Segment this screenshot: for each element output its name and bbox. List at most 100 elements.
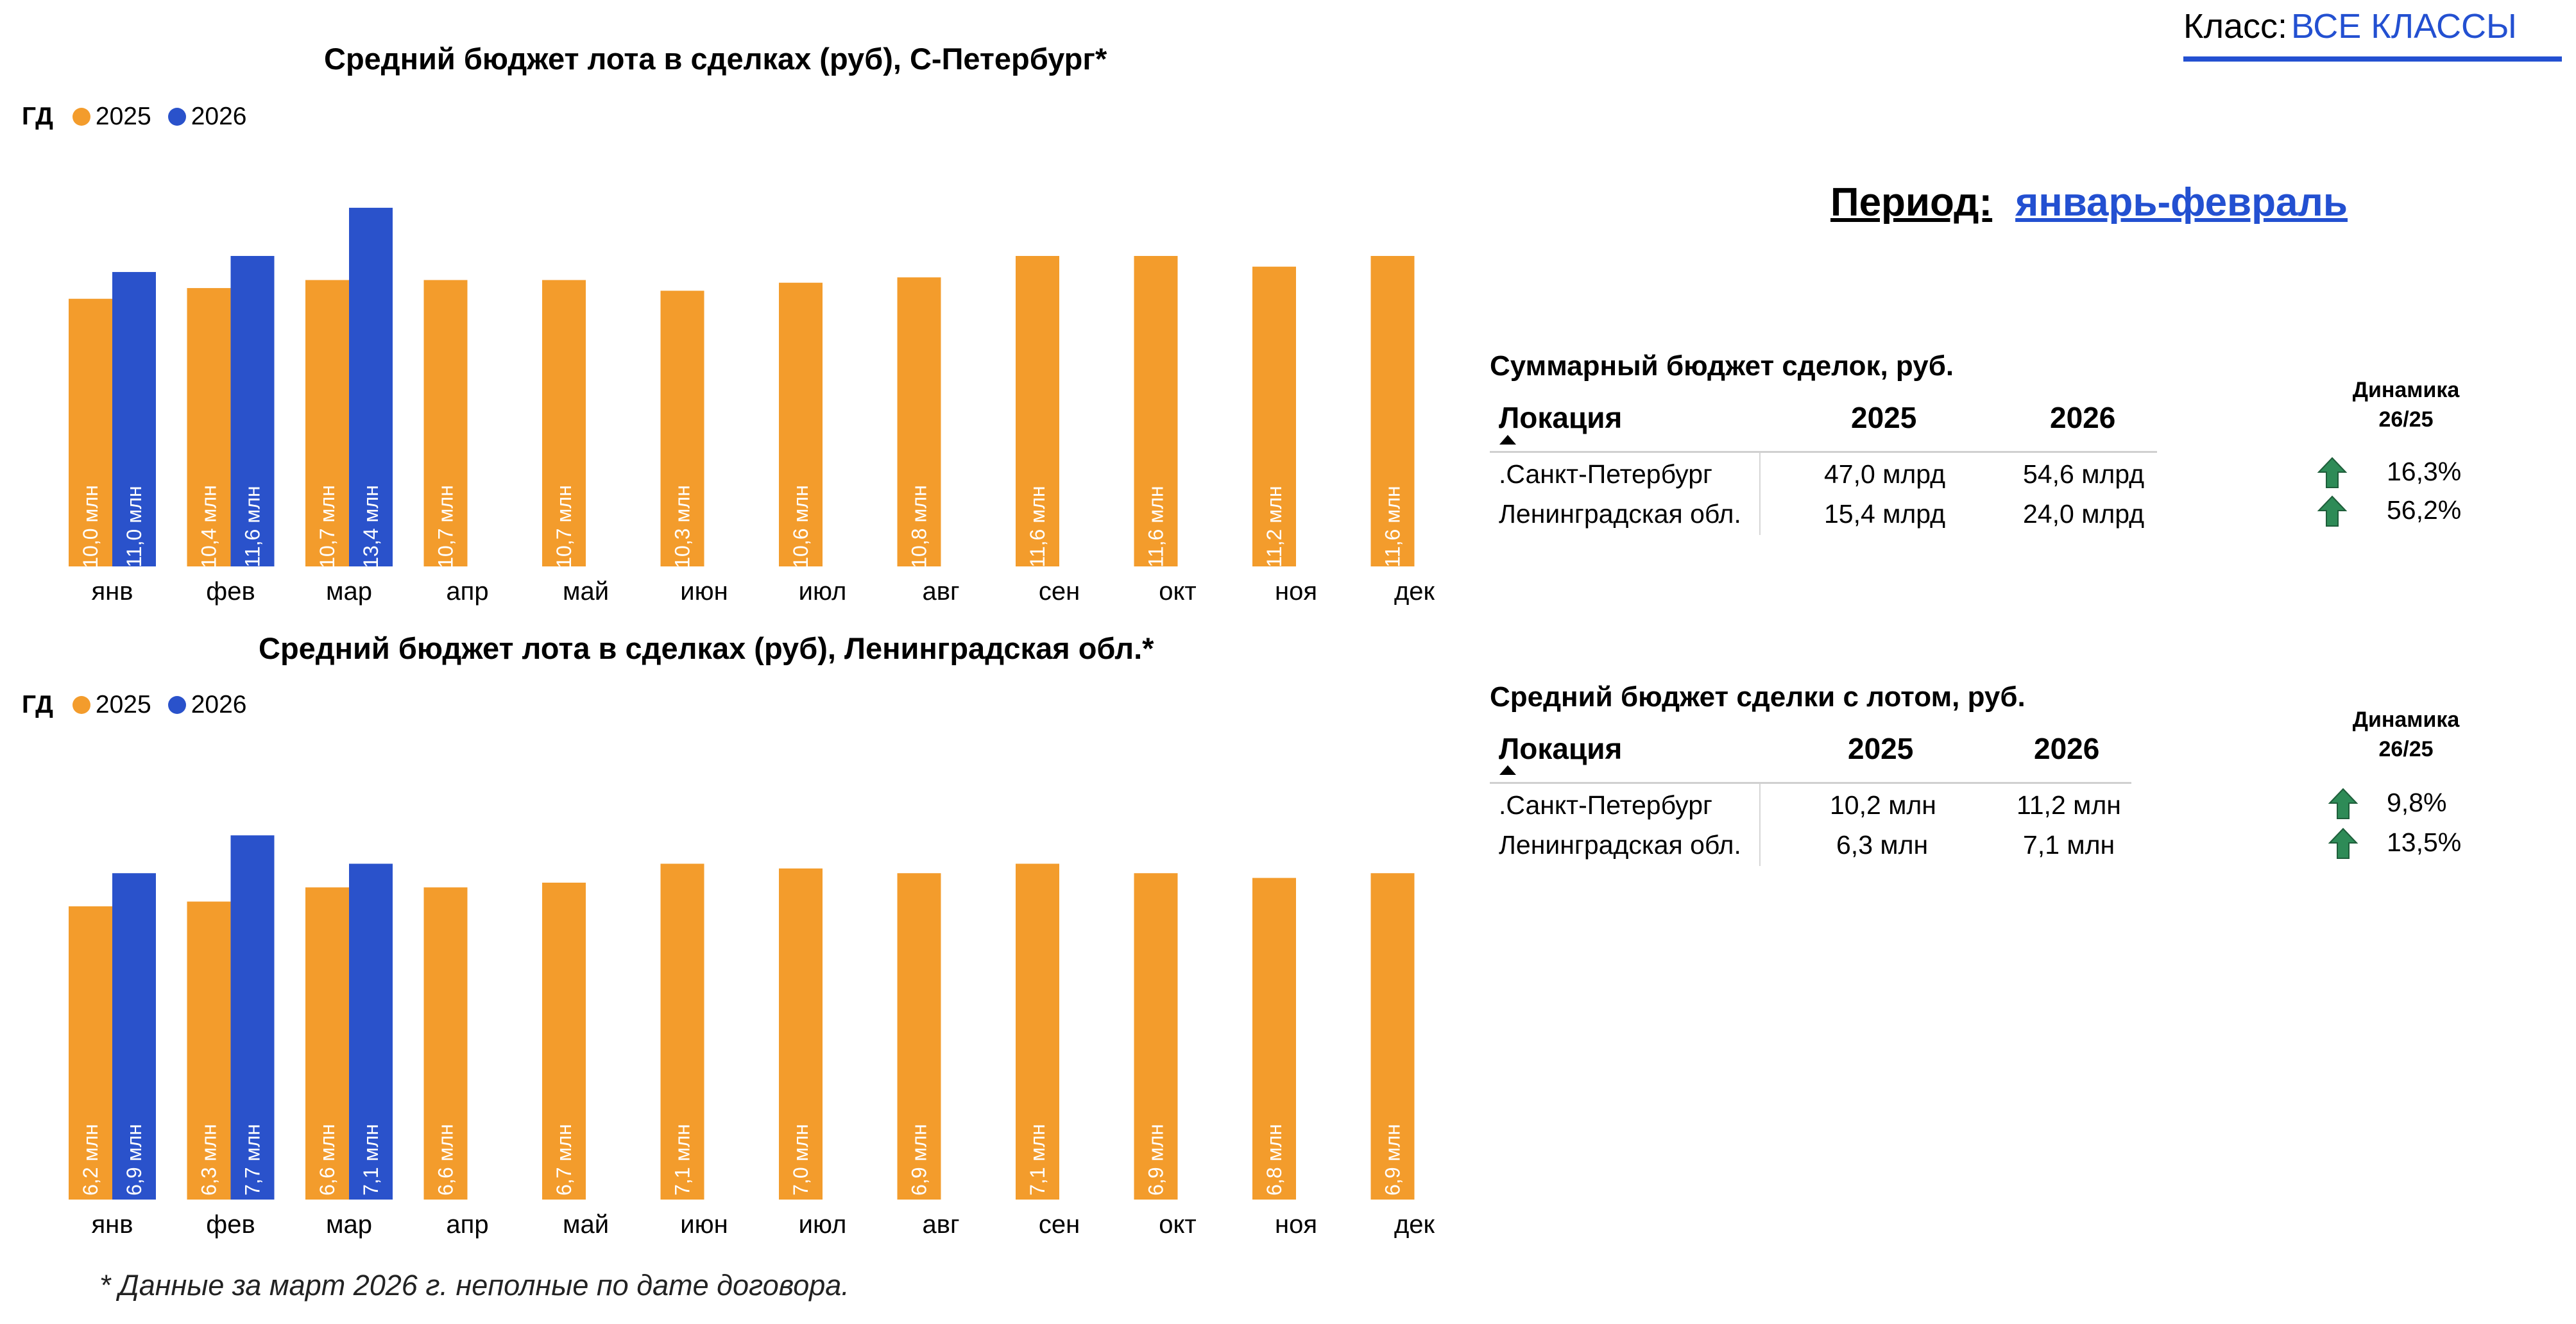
bar-2025-lo-9[interactable] [1134,873,1178,1200]
legend-item-2025[interactable]: 2025 [72,103,151,131]
bar-2025-spb-6[interactable] [779,282,823,566]
x-tick-label: мар [326,577,372,606]
legend-item-2025[interactable]: 2025 [72,691,151,719]
x-tick-label: сен [1039,577,1080,606]
bar-2025-spb-7[interactable] [897,277,941,566]
x-tick-label: фев [206,1210,255,1239]
chart-title-lo: Средний бюджет лота в сделках (руб), Лен… [259,631,1154,665]
table-header-divider [1490,782,2131,784]
x-tick-label: дек [1394,577,1435,606]
bar-2026-spb-1[interactable] [230,256,275,566]
bar-2025-spb-5[interactable] [660,291,704,566]
bar-2025-lo-3[interactable] [423,887,468,1200]
bar-2025-lo-6[interactable] [779,868,823,1200]
bar-2026-lo-1[interactable] [230,835,275,1200]
class-filter[interactable]: Класс: ВСЕ КЛАССЫ [2183,6,2517,46]
bar-2025-lo-5[interactable] [660,863,704,1200]
bar-2025-lo-2[interactable] [305,887,349,1200]
sort-ascending-icon[interactable] [1499,435,1516,445]
table-row-value-2025: 6,3 млн [1836,830,1929,860]
footnote: * Данные за март 2026 г. неполные по дат… [99,1269,849,1302]
data-label-2025-spb-10: 11,2 млн [1263,486,1286,567]
class-filter-underline [2183,56,2562,62]
x-tick-label: авг [922,577,959,606]
table-dynamics-header: Динамика 26/25 [2323,706,2489,765]
bar-2025-spb-0[interactable] [69,298,112,566]
bar-2026-lo-2[interactable] [349,863,393,1200]
bar-2025-spb-1[interactable] [187,288,231,566]
table-title-average: Средний бюджет сделки с лотом, руб. [1490,681,2026,713]
column-header-2025[interactable]: 2025 [1848,732,1914,765]
bar-2025-lo-4[interactable] [542,882,586,1200]
bar-2025-lo-8[interactable] [1016,863,1059,1200]
column-header-2025[interactable]: 2025 [1851,401,1917,434]
x-tick-label: июл [799,577,847,606]
data-label-2025-spb-1: 10,4 млн [198,485,221,568]
column-header-2026[interactable]: 2026 [2050,401,2116,434]
table-row-value-2026: 7,1 млн [2023,830,2115,860]
data-label-2025-lo-10: 6,8 млн [1263,1124,1286,1196]
bar-2025-spb-8[interactable] [1016,256,1059,566]
x-tick-label: мар [326,1210,372,1239]
table-dynamics-header: Динамика 26/25 [2323,376,2489,435]
table-row-location: .Санкт-Петербург [1499,459,1712,489]
legend-item-2026[interactable]: 2026 [167,103,247,131]
x-tick-label: авг [922,1210,959,1239]
column-header-location[interactable]: Локация [1499,732,1623,765]
x-tick-label: апр [446,577,488,606]
x-tick-label: ноя [1275,577,1317,606]
bar-2026-spb-0[interactable] [112,272,156,566]
table-row-value-2026: 54,6 млрд [2023,459,2145,489]
table-row-dynamics: 9,8% [2387,788,2447,817]
bar-2025-spb-10[interactable] [1252,266,1296,566]
data-label-2025-spb-5: 10,3 млн [671,485,694,568]
data-label-2025-lo-6: 7,0 млн [789,1124,812,1196]
class-filter-value[interactable]: ВСЕ КЛАССЫ [2291,7,2517,46]
bar-2025-lo-10[interactable] [1252,878,1296,1200]
data-label-2026-spb-1: 11,6 млн [241,486,264,567]
data-label-2025-spb-4: 10,7 млн [552,485,576,568]
column-header-location[interactable]: Локация [1499,401,1623,434]
data-label-2025-lo-5: 7,1 млн [671,1124,694,1196]
bar-2025-spb-4[interactable] [542,280,586,566]
bar-2025-lo-1[interactable] [187,901,231,1200]
bar-2025-lo-11[interactable] [1370,873,1415,1200]
x-tick-label: фев [206,577,255,606]
sort-ascending-icon[interactable] [1499,765,1516,775]
data-label-2025-lo-8: 7,1 млн [1026,1124,1049,1196]
period-label: Период: [1830,180,1993,225]
bar-chart-spb: 10,0 млн 11,0 млн янв 10,4 млн 11,6 млн фев 10… [69,207,1435,606]
legend-dot-2026 [167,696,186,714]
legend-dot-2026 [167,108,186,126]
chart-title-spb: Средний бюджет лота в сделках (руб), С-П… [324,42,1107,76]
table-row-dynamics: 56,2% [2387,495,2462,525]
legend-dot-2025 [72,108,90,126]
data-label-2026-lo-2: 7,1 млн [359,1124,382,1196]
x-tick-label: июн [680,577,728,606]
bar-2026-spb-2[interactable] [349,207,393,566]
bar-2025-spb-2[interactable] [305,280,349,566]
x-tick-label: июн [680,1210,728,1239]
x-tick-label: апр [446,1210,488,1239]
period-filter[interactable]: Период: январь-февраль [1830,180,2348,225]
bar-2025-spb-9[interactable] [1134,256,1178,566]
legend-label-2026: 2026 [191,103,247,130]
up-arrow-icon [2328,828,2358,859]
legend-item-2026[interactable]: 2026 [167,691,246,719]
legend-label-2025: 2025 [95,691,151,718]
x-tick-label: сен [1039,1210,1080,1239]
data-label-2025-spb-7: 10,8 млн [908,485,931,568]
dynamics-header-label: Динамика [2352,708,2460,732]
column-header-2026[interactable]: 2026 [2034,732,2100,765]
bar-2025-lo-0[interactable] [69,906,112,1200]
table-row-location: Ленинградская обл. [1499,830,1741,860]
table-title-total: Суммарный бюджет сделок, руб. [1490,350,1954,382]
bar-2025-lo-7[interactable] [897,873,941,1200]
up-arrow-icon [2317,495,2348,527]
bar-2025-spb-11[interactable] [1370,256,1415,566]
bar-2026-lo-0[interactable] [112,873,156,1200]
data-label-2025-lo-1: 6,3 млн [198,1124,221,1196]
bar-2025-spb-3[interactable] [423,280,468,566]
x-tick-label: июл [799,1210,847,1239]
period-value[interactable]: январь-февраль [2015,180,2348,225]
